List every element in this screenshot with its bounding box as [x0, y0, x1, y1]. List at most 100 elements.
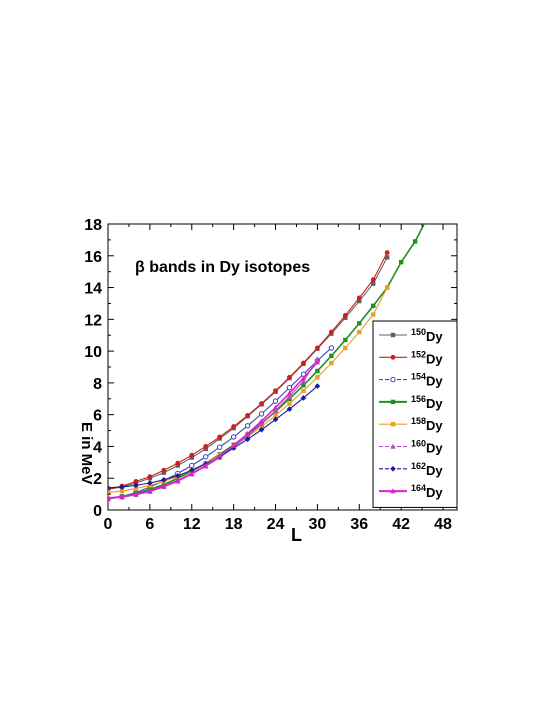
data-point — [258, 418, 265, 424]
y-tick-label: 18 — [84, 217, 102, 234]
legend-marker — [390, 376, 396, 383]
data-point — [356, 295, 362, 301]
x-tick-label: 30 — [309, 516, 327, 533]
data-point — [272, 398, 279, 404]
legend-element: Dy — [426, 329, 443, 344]
legend-element: Dy — [426, 374, 443, 389]
data-point — [286, 393, 293, 399]
data-point — [357, 321, 362, 326]
data-point — [398, 259, 404, 265]
data-point — [273, 388, 278, 394]
x-tick-label: 12 — [183, 516, 201, 533]
legend-mass: 158 — [411, 416, 426, 426]
legend-mass: 160 — [411, 439, 426, 449]
data-point — [189, 462, 195, 469]
data-point — [314, 356, 320, 362]
data-point — [329, 353, 334, 359]
legend-item: 156Dy — [379, 394, 443, 411]
legend-label: 150Dy — [411, 327, 443, 344]
data-point — [133, 486, 139, 491]
legend-label: 164Dy — [411, 483, 443, 500]
data-point — [203, 454, 209, 460]
data-point — [119, 493, 125, 499]
legend-mass: 152 — [411, 349, 426, 359]
data-point — [203, 444, 209, 449]
data-point — [231, 424, 237, 429]
legend-mass: 156 — [411, 394, 426, 404]
x-tick-label: 24 — [267, 516, 285, 533]
series-150dy — [108, 255, 390, 492]
legend-marker — [390, 422, 396, 427]
legend-item: 150Dy — [379, 327, 443, 344]
data-point — [161, 477, 167, 483]
legend-label: 156Dy — [411, 394, 443, 411]
legend-label: 158Dy — [411, 416, 443, 433]
data-point — [315, 375, 320, 380]
y-axis-title: E in MeV — [78, 422, 95, 485]
data-point — [286, 384, 293, 391]
legend-element: Dy — [426, 351, 443, 366]
legend-item: 162Dy — [379, 461, 443, 478]
legend-marker — [390, 443, 396, 449]
legend-marker — [390, 354, 396, 360]
data-point — [133, 491, 139, 497]
legend-item: 158Dy — [379, 416, 443, 433]
data-point — [286, 390, 293, 396]
plot-content — [108, 212, 431, 502]
legend-element: Dy — [426, 463, 443, 478]
data-point — [272, 407, 279, 413]
data-point — [203, 462, 209, 468]
series-line — [108, 252, 388, 490]
legend-mass: 150 — [411, 327, 426, 337]
data-point — [133, 482, 139, 489]
legend-marker — [390, 488, 396, 494]
data-point — [385, 285, 390, 290]
chart-annotation: β bands in Dy isotopes — [135, 259, 310, 276]
y-tick-label: 0 — [93, 503, 102, 520]
data-point — [175, 473, 181, 479]
data-point — [371, 281, 376, 286]
data-point — [357, 298, 362, 304]
data-point — [147, 480, 153, 486]
data-point — [258, 411, 265, 417]
data-point — [175, 460, 181, 466]
y-tick-label: 6 — [93, 408, 102, 425]
legend-mass: 154 — [411, 372, 426, 382]
legend-marker — [390, 399, 396, 405]
legend-label: 154Dy — [411, 372, 443, 389]
x-axis-title: L — [291, 525, 302, 545]
legend-element: Dy — [426, 441, 443, 456]
y-tick-label: 8 — [93, 376, 102, 393]
data-point — [108, 495, 111, 501]
data-point — [119, 488, 125, 494]
data-point — [371, 312, 376, 317]
data-point — [427, 212, 431, 216]
data-point — [231, 442, 237, 448]
data-point — [230, 445, 237, 451]
data-point — [175, 477, 181, 483]
data-point — [315, 345, 320, 351]
data-point — [370, 277, 376, 283]
data-point — [328, 345, 335, 351]
x-tick-label: 0 — [104, 516, 113, 533]
data-point — [357, 329, 362, 335]
data-point — [328, 329, 334, 335]
legend-label: 152Dy — [411, 349, 443, 366]
data-point — [108, 490, 111, 495]
data-point — [314, 383, 321, 389]
x-tick-label: 48 — [434, 516, 452, 533]
y-tick-label: 2 — [93, 471, 102, 488]
data-point — [273, 413, 278, 418]
series-152dy — [108, 250, 390, 492]
legend-element: Dy — [426, 418, 443, 433]
series-154dy — [108, 345, 335, 502]
legend-label: 162Dy — [411, 461, 443, 478]
data-point — [371, 303, 376, 309]
legend-item: 152Dy — [379, 349, 443, 366]
data-point — [108, 484, 111, 491]
data-point — [245, 430, 251, 436]
data-point — [161, 467, 167, 473]
